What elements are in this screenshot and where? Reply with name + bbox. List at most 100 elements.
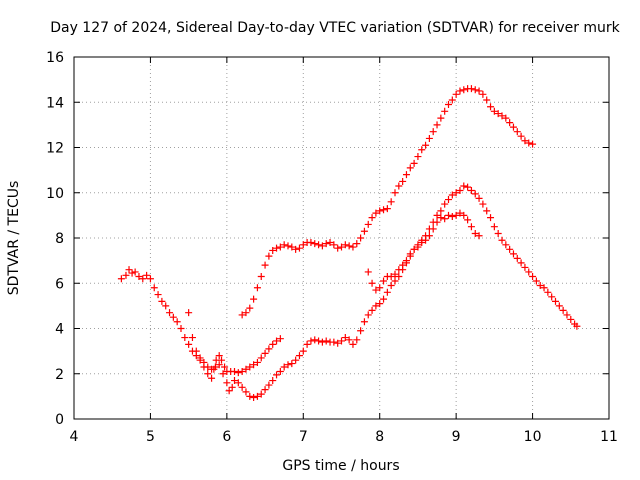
y-axis-label: SDTVAR / TECUs (6, 181, 22, 296)
data-point (372, 286, 380, 294)
data-point (253, 392, 261, 400)
data-point (372, 302, 380, 310)
data-point (139, 275, 147, 283)
data-point (425, 225, 433, 233)
data-point (250, 361, 258, 369)
data-point (318, 242, 326, 250)
data-point (288, 360, 296, 368)
y-tick-label: 8 (55, 231, 64, 247)
data-point (338, 243, 345, 251)
data-point (383, 205, 391, 213)
data-point (292, 356, 300, 364)
data-point (475, 232, 483, 240)
data-point (349, 243, 357, 251)
chart-title: Day 127 of 2024, Sidereal Day-to-day VTE… (50, 20, 620, 36)
x-tick-label: 10 (524, 429, 542, 445)
data-point (487, 103, 495, 111)
y-tick-label: 16 (46, 50, 64, 66)
data-point (521, 137, 529, 145)
data-point (143, 271, 151, 279)
y-tick-label: 2 (55, 367, 64, 383)
data-point (479, 200, 487, 208)
data-point (204, 370, 212, 378)
data-point (563, 311, 571, 319)
data-point (238, 311, 246, 319)
data-point (448, 96, 456, 104)
data-point (529, 272, 537, 280)
data-point (471, 229, 479, 237)
data-point (376, 284, 384, 292)
data-point (490, 223, 498, 231)
data-point (265, 345, 273, 353)
data-point (441, 215, 449, 223)
data-point (261, 386, 269, 394)
data-point (567, 315, 575, 323)
data-point (284, 242, 292, 250)
data-point (399, 177, 407, 185)
data-point (418, 146, 426, 154)
data-point (299, 241, 307, 249)
data-point (555, 302, 563, 310)
x-tick-label: 4 (70, 429, 79, 445)
data-point (185, 340, 193, 348)
y-tick-label: 0 (55, 412, 64, 428)
data-point (246, 392, 254, 400)
y-tick-label: 6 (55, 276, 64, 292)
series-4 (364, 182, 581, 330)
data-point (429, 128, 437, 136)
data-point (242, 365, 250, 373)
data-point (490, 107, 498, 115)
data-point (536, 282, 544, 290)
data-point (231, 377, 238, 385)
data-point (221, 363, 229, 371)
data-point (502, 114, 510, 122)
x-tick-label: 5 (146, 429, 155, 445)
data-point (135, 272, 143, 280)
data-point (422, 232, 430, 240)
data-point (506, 119, 514, 127)
data-point (448, 191, 456, 199)
data-point (122, 271, 130, 279)
data-point (418, 236, 426, 244)
data-point (231, 367, 238, 375)
data-point (234, 379, 242, 387)
data-point (162, 302, 170, 310)
data-point (200, 358, 208, 366)
data-point (502, 241, 510, 249)
data-point (513, 254, 521, 262)
x-tick-label: 11 (600, 429, 618, 445)
data-point (395, 266, 403, 274)
data-point (380, 277, 388, 285)
data-point (311, 336, 319, 344)
data-point (414, 241, 422, 249)
data-point (204, 363, 212, 371)
data-point (257, 390, 265, 398)
data-point (479, 90, 487, 98)
data-point (380, 206, 388, 214)
data-point (509, 123, 517, 131)
data-point (150, 284, 158, 292)
data-point (185, 309, 193, 317)
data-point (273, 337, 281, 345)
data-point (177, 325, 185, 332)
data-point (257, 354, 265, 362)
data-point (483, 96, 491, 104)
data-point (410, 159, 418, 167)
data-point (273, 371, 281, 379)
data-point (166, 309, 174, 317)
x-tick-label: 7 (299, 429, 308, 445)
data-point (368, 306, 376, 314)
data-point (307, 239, 315, 247)
data-point (341, 334, 349, 342)
data-point (330, 241, 338, 249)
data-point (521, 263, 529, 271)
data-point (295, 244, 303, 252)
data-point (315, 337, 323, 345)
data-point (295, 352, 303, 360)
data-point (326, 239, 334, 247)
data-point (475, 194, 483, 202)
data-point (402, 171, 410, 179)
data-point (357, 234, 365, 242)
data-point (573, 322, 581, 330)
